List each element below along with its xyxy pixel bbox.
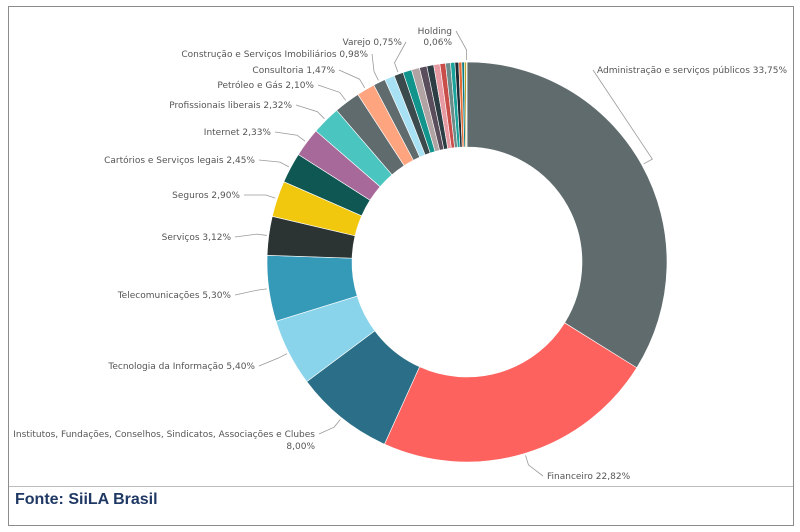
donut-chart: Administração e serviços públicos 33,75%…: [13, 27, 788, 482]
slice-label: Internet 2,33%: [204, 128, 272, 138]
slice-label: Serviços 3,12%: [162, 233, 232, 243]
slice-label: Varejo 0,75%: [343, 38, 403, 48]
slice-label: Profissionais liberais 2,32%: [169, 101, 292, 111]
leader-line: [394, 41, 407, 73]
chart-container: Administração e serviços públicos 33,75%…: [9, 7, 793, 487]
leader-line: [592, 69, 653, 165]
leader-line: [525, 455, 544, 477]
slice-label: Construção e Serviços Imobiliários 0,98%: [181, 50, 368, 60]
leader-line: [258, 353, 288, 367]
slice-label: Consultoria 1,47%: [252, 66, 335, 76]
slice-label: Institutos, Fundações, Conselhos, Sindic…: [13, 430, 315, 440]
slice-label: Tecnologia da Informação 5,40%: [107, 362, 255, 372]
leader-line: [371, 53, 379, 81]
slice-label: Seguros 2,90%: [172, 191, 240, 201]
slice-label: Financeiro 22,82%: [547, 472, 631, 482]
leader-line: [338, 69, 366, 89]
leader-line: [274, 131, 306, 142]
figure-frame: Administração e serviços públicos 33,75%…: [8, 6, 794, 526]
slice-label: Administração e serviços públicos 33,75%: [597, 66, 788, 76]
leader-line: [455, 30, 468, 61]
slice-label-value: 8,00%: [286, 442, 315, 452]
pie-slice[interactable]: [466, 61, 668, 369]
slice-label: Cartórios e Serviços legais 2,45%: [104, 155, 255, 166]
slice-label-value: 0,06%: [423, 38, 452, 48]
leader-line: [317, 84, 347, 101]
pie-slice[interactable]: [465, 61, 468, 148]
source-caption: Fonte: SiiLA Brasil: [15, 491, 158, 508]
leader-line: [234, 288, 267, 296]
slice-label: Telecomunicações 5,30%: [117, 291, 232, 301]
slice-label: Petróleo e Gás 2,10%: [217, 80, 314, 91]
leader-line: [295, 104, 325, 120]
slice-label: Holding: [418, 27, 452, 37]
leader-line: [258, 159, 289, 168]
leader-line: [234, 233, 267, 238]
leader-line: [243, 194, 276, 199]
pie-slice[interactable]: [384, 322, 638, 463]
leader-line: [318, 419, 341, 435]
